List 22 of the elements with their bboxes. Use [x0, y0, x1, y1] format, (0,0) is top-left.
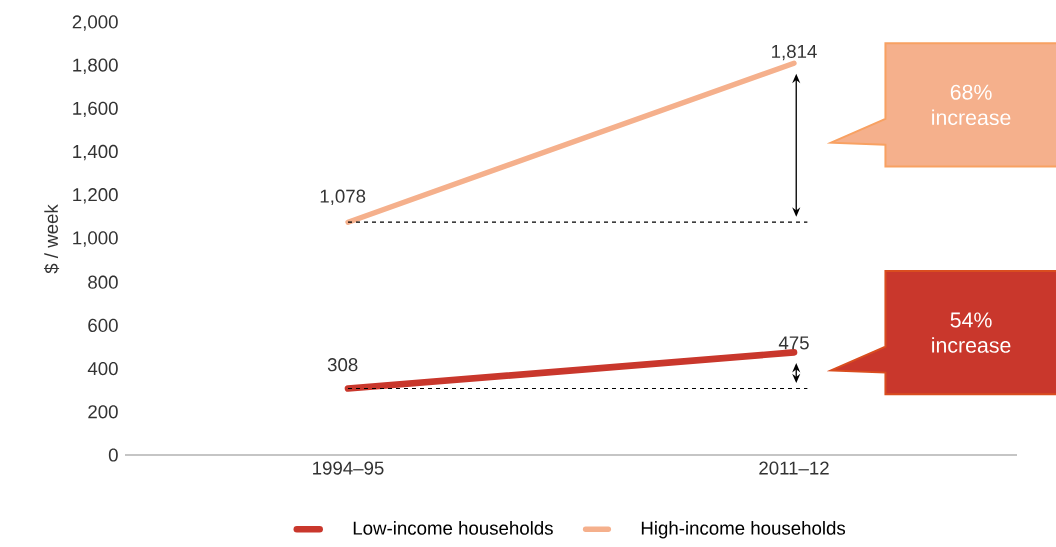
annotation: 68% increase: [932, 84, 1011, 126]
x-tick-label: 1994–95: [313, 461, 384, 475]
data-label: 475: [778, 336, 809, 350]
annotation: 54% increase: [932, 312, 1011, 353]
data-label: 308: [327, 358, 358, 372]
y-tick-label: 600: [88, 318, 118, 333]
y-tick-label: 1,200: [73, 188, 118, 204]
y-tick-label: 800: [88, 275, 118, 289]
y-tick-label: 1,800: [73, 58, 118, 74]
y-tick-label: 2,000: [72, 15, 118, 31]
x-tick-label: 2011–12: [759, 461, 829, 475]
y-axis-title: $ / week: [43, 204, 60, 274]
y-tick-label: 1,600: [73, 101, 118, 118]
data-label: 1,814: [772, 44, 817, 61]
y-tick-label: 1,400: [73, 144, 118, 161]
data-label: 1,078: [320, 189, 366, 205]
y-tick-label: 1,000: [73, 231, 118, 247]
y-tick-label: 400: [87, 361, 118, 376]
legend-label: High-income households: [641, 521, 846, 539]
y-tick-label: 200: [88, 405, 118, 419]
legend-label: Low-income households: [353, 521, 553, 535]
y-tick-label: 0: [108, 448, 118, 462]
